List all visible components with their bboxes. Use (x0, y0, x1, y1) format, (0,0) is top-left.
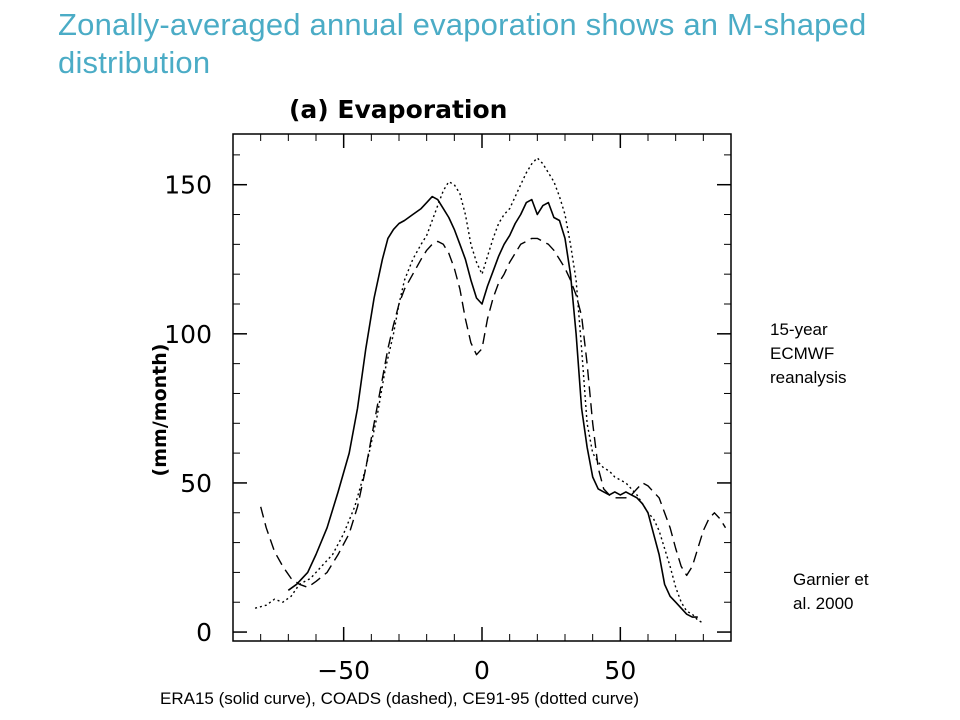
y-axis-label: (mm/month) (149, 344, 171, 477)
plot-frame (232, 133, 732, 642)
citation-note: Garnier et al. 2000 (793, 570, 869, 613)
slide-title: Zonally-averaged annual evaporation show… (58, 7, 867, 80)
y-tick-label: 50 (180, 469, 212, 498)
y-tick-label: 150 (164, 171, 212, 200)
axis-ticks (233, 134, 731, 641)
tick-labels: 0 50 100 150 −50 0 50 (164, 171, 636, 685)
series-line-dotted (254, 157, 704, 624)
x-tick-label: −50 (317, 656, 370, 685)
series-line-dashed (260, 237, 727, 588)
series-line-solid (287, 195, 698, 618)
series-lines (254, 157, 727, 624)
x-tick-label: 50 (604, 656, 636, 685)
chart-title: (a) Evaporation (289, 95, 507, 124)
y-tick-label: 100 (164, 320, 212, 349)
x-tick-label: 0 (474, 656, 490, 685)
y-tick-label: 0 (196, 618, 212, 647)
figure-caption: ERA15 (solid curve), COADS (dashed), CE9… (160, 689, 640, 708)
era15-note: 15-year ECMWF reanalysis (770, 320, 847, 387)
